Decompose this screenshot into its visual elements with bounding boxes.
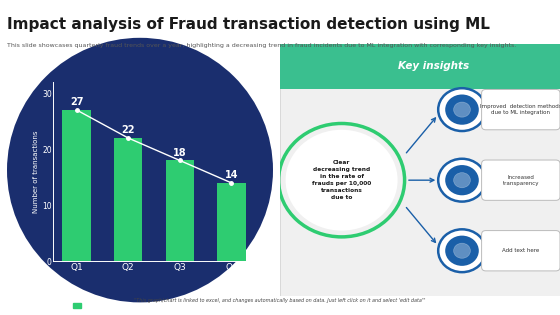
Text: 18: 18 (173, 148, 186, 158)
Text: "This graph/chart is linked to excel, and changes automatically based on data. J: "This graph/chart is linked to excel, an… (134, 298, 426, 303)
Circle shape (438, 159, 486, 202)
Bar (62, 110, 91, 261)
Bar (114, 138, 142, 261)
Text: 27: 27 (70, 97, 83, 107)
Circle shape (445, 236, 479, 266)
Text: Improved  detection methods
due to ML integration: Improved detection methods due to ML int… (480, 104, 560, 115)
FancyBboxPatch shape (280, 44, 560, 296)
Circle shape (445, 94, 479, 125)
Text: 22: 22 (122, 125, 135, 135)
Circle shape (445, 165, 479, 195)
Legend: Frauds per 1000 transactions: Frauds per 1000 transactions (70, 300, 189, 312)
Text: Clear
decreasing trend
in the rate of
frauds per 10,000
transactions
due to: Clear decreasing trend in the rate of fr… (312, 160, 371, 200)
Y-axis label: Number of transactions: Number of transactions (33, 130, 39, 213)
FancyBboxPatch shape (482, 231, 560, 271)
Text: Add text here: Add text here (502, 248, 539, 253)
Bar (217, 183, 246, 261)
Circle shape (454, 173, 470, 188)
Circle shape (438, 88, 486, 131)
Text: 14: 14 (225, 170, 238, 180)
Text: Impact analysis of Fraud transaction detection using ML: Impact analysis of Fraud transaction det… (7, 17, 489, 32)
Bar (166, 160, 194, 261)
FancyBboxPatch shape (482, 160, 560, 200)
Circle shape (454, 102, 470, 117)
Circle shape (286, 130, 398, 231)
FancyBboxPatch shape (280, 42, 560, 89)
Text: This slide showcases quarterly fraud trends over a year, highlighting a decreasi: This slide showcases quarterly fraud tre… (7, 43, 516, 48)
Text: Key insights: Key insights (398, 60, 470, 71)
Circle shape (438, 229, 486, 272)
Ellipse shape (7, 38, 273, 302)
Circle shape (454, 243, 470, 258)
FancyBboxPatch shape (482, 89, 560, 130)
Text: Increased
transparency: Increased transparency (502, 175, 539, 186)
